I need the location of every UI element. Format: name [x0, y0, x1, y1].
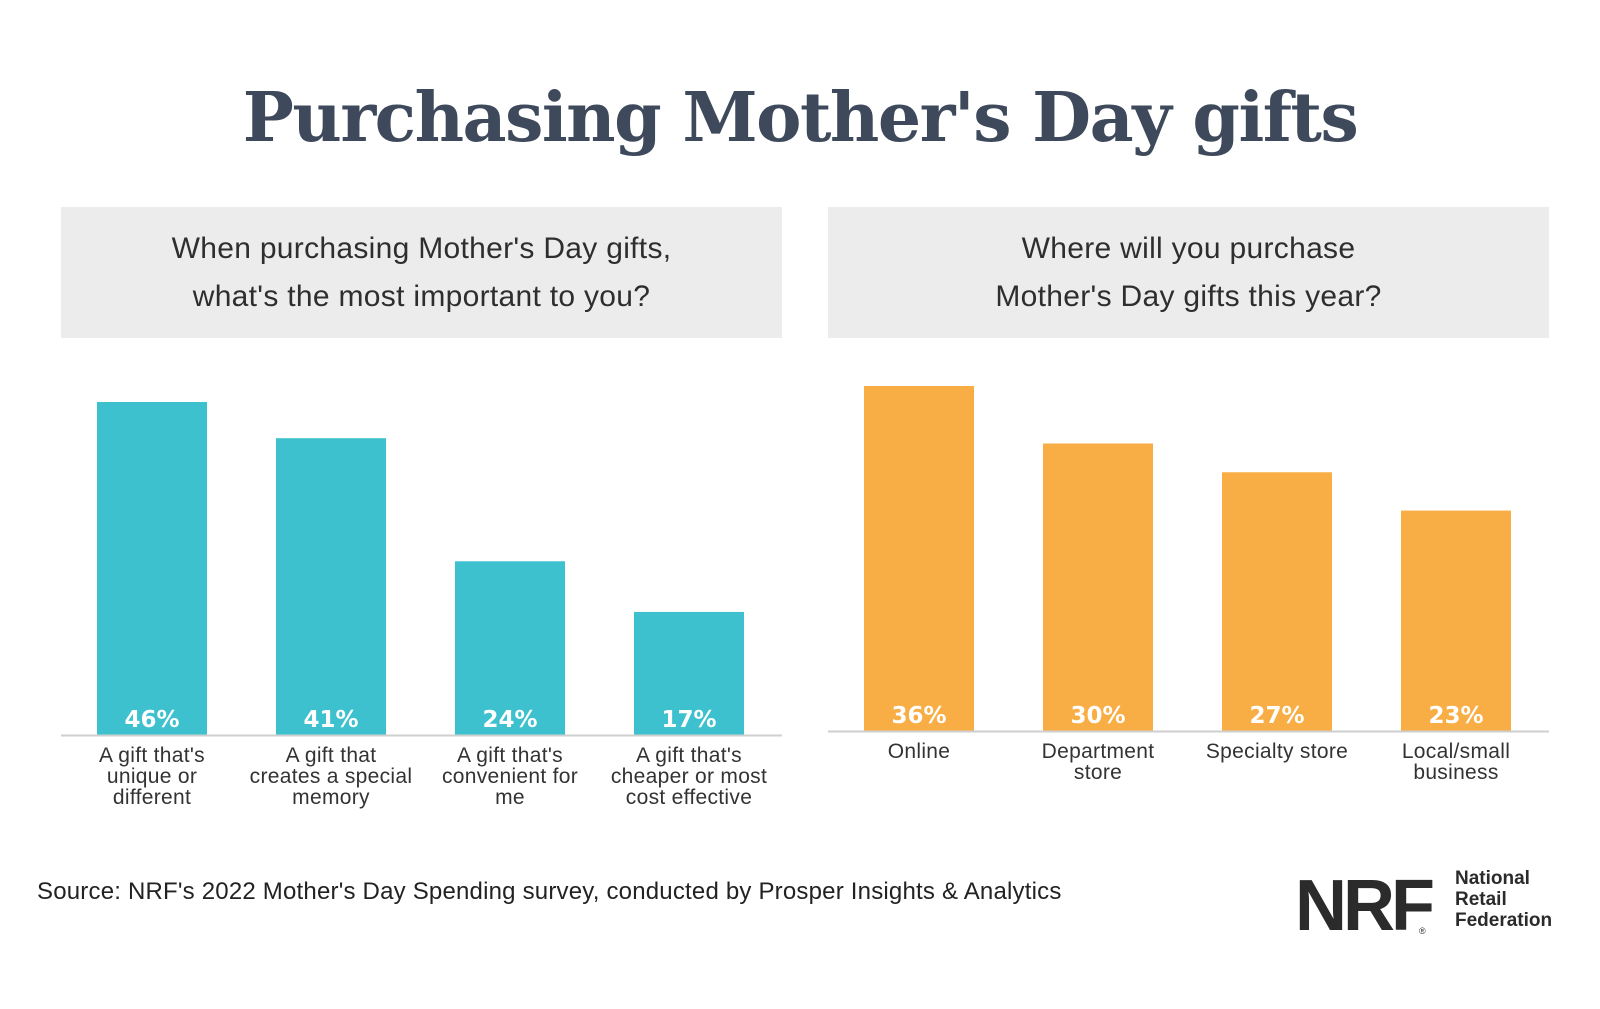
logo-name-line-1: National [1455, 868, 1530, 889]
bar-left-1 [97, 402, 207, 735]
category-label-left-3-line-3: me [495, 786, 525, 809]
question-left-line-2: what's the most important to you? [192, 279, 651, 313]
question-text-left: When purchasing Mother's Day gifts, what… [122, 225, 722, 321]
category-label-left-4-line-2: cheaper or most [611, 765, 767, 788]
question-right-line-1: Where will you purchase [1021, 231, 1356, 265]
value-label-left-2: 41% [303, 707, 358, 733]
category-label-left-4-line-3: cost effective [626, 786, 752, 809]
bar-right-1 [864, 386, 974, 731]
question-text-right: Where will you purchase Mother's Day gif… [954, 225, 1424, 321]
category-label-left-2-line-3: memory [292, 786, 370, 809]
bar-right-4 [1401, 510, 1511, 731]
value-label-right-1: 36% [891, 703, 946, 729]
category-label-left-1-line-2: unique or [107, 765, 197, 788]
question-box-left: When purchasing Mother's Day gifts, what… [61, 207, 782, 338]
value-label-right-3: 27% [1249, 703, 1304, 729]
category-label-right-3-line-1: Specialty store [1206, 740, 1348, 763]
registered-mark-icon: ® [1419, 926, 1426, 936]
logo-name-line-3: Federation [1455, 910, 1553, 931]
category-label-right-1-line-1: Online [888, 740, 951, 763]
category-label-right-2-line-2: store [1074, 761, 1122, 784]
category-label-right-2-line-1: Department [1042, 740, 1155, 763]
bar-left-2 [276, 438, 386, 735]
value-label-left-4: 17% [661, 707, 716, 733]
category-label-left-2-line-1: A gift that [286, 744, 377, 767]
value-label-left-1: 46% [124, 707, 179, 733]
question-left-line-1: When purchasing Mother's Day gifts, [171, 231, 672, 265]
category-label-left-3-line-2: convenient for [442, 765, 578, 788]
bar-left-3 [455, 561, 565, 735]
category-label-right-4-line-1: Local/small [1402, 740, 1510, 763]
category-label-right-4-line-2: business [1413, 761, 1498, 784]
logo-name-line-2: Retail [1455, 889, 1507, 910]
category-label-left-1-line-3: different [113, 786, 191, 809]
value-label-right-2: 30% [1070, 703, 1125, 729]
logo-mark: NRF [1295, 866, 1435, 946]
logo-name: National Retail Federation [1455, 868, 1552, 931]
bar-left-4 [634, 611, 744, 735]
page-title: Purchasing Mother's Day gifts [242, 78, 1359, 158]
value-label-left-3: 24% [482, 707, 537, 733]
nrf-logo-icon: NRF ® National Retail Federation [1295, 866, 1585, 946]
category-label-left-1-line-1: A gift that's [99, 744, 205, 767]
source-note: Source: NRF's 2022 Mother's Day Spending… [37, 878, 1062, 905]
category-label-left-2-line-2: creates a special [250, 765, 413, 788]
question-right-line-2: Mother's Day gifts this year? [995, 279, 1382, 313]
bar-right-3 [1222, 472, 1332, 731]
value-label-right-4: 23% [1428, 703, 1483, 729]
bar-right-2 [1043, 443, 1153, 731]
category-label-left-3-line-1: A gift that's [457, 744, 563, 767]
question-box-right: Where will you purchase Mother's Day gif… [828, 207, 1549, 338]
category-label-left-4-line-1: A gift that's [636, 744, 742, 767]
